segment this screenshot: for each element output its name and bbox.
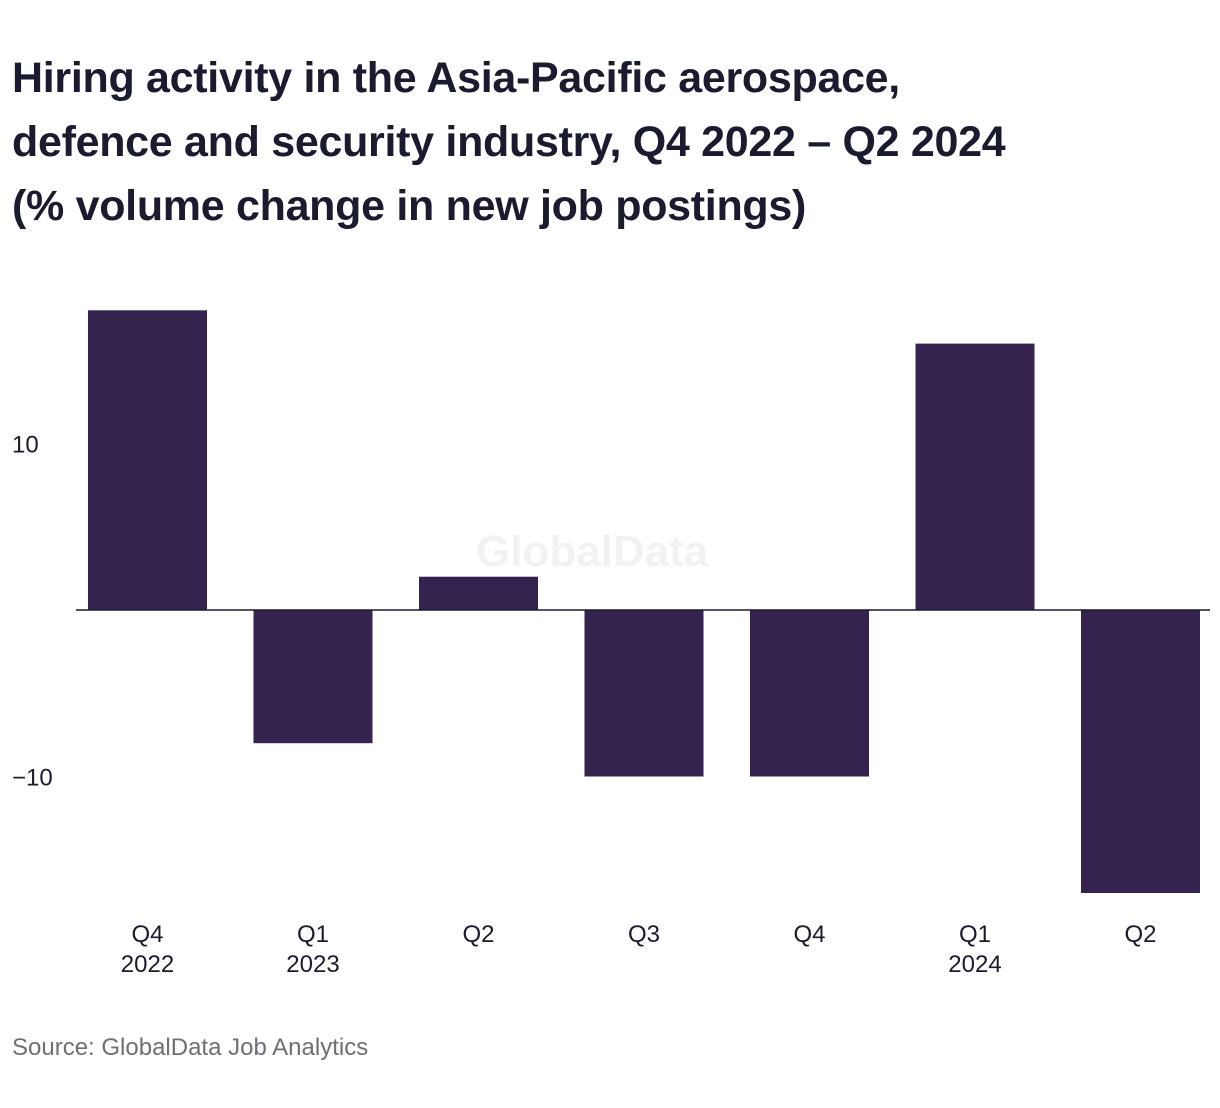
y-tick-label-0: 10 (12, 432, 39, 459)
y-tick-label-1: −10 (12, 765, 53, 792)
x-tick-year-0: 2022 (121, 951, 174, 978)
x-tick-year-1: 2023 (286, 951, 339, 978)
bar-0 (88, 310, 207, 610)
x-tick-label-0: Q4 (131, 921, 163, 948)
x-tick-year-5: 2024 (948, 951, 1001, 978)
x-tick-label-2: Q2 (462, 921, 494, 948)
chart-title-line-3: (% volume change in new job postings) (12, 182, 807, 230)
source-note: Source: GlobalData Job Analytics (12, 1034, 369, 1061)
x-tick-label-6: Q2 (1124, 921, 1156, 948)
bar-1 (253, 610, 373, 744)
bar-3 (584, 610, 704, 777)
x-tick-label-4: Q4 (793, 921, 825, 948)
bar-4 (750, 610, 869, 777)
x-tick-label-1: Q1 (297, 921, 329, 948)
bar-2 (419, 576, 538, 610)
chart-title: Hiring activity in the Asia-Pacific aero… (12, 46, 1202, 238)
chart-title-line-2: defence and security industry, Q4 2022 –… (12, 118, 1006, 166)
x-tick-label-5: Q1 (959, 921, 991, 948)
x-tick-label-3: Q3 (628, 921, 660, 948)
bar-6 (1081, 610, 1200, 893)
watermark-logo: GlobalData (476, 527, 709, 576)
chart-title-line-1: Hiring activity in the Asia-Pacific aero… (12, 54, 900, 102)
bar-5 (915, 343, 1035, 610)
